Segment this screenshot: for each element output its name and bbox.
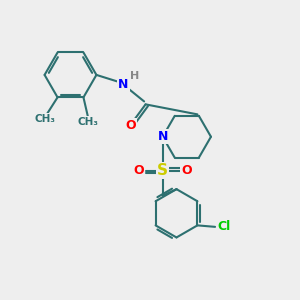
Text: O: O — [182, 164, 192, 177]
Text: CH₃: CH₃ — [35, 114, 56, 124]
Text: O: O — [125, 119, 136, 132]
Text: N: N — [118, 78, 129, 91]
Text: N: N — [158, 130, 168, 143]
Text: O: O — [133, 164, 144, 177]
Text: H: H — [130, 71, 139, 81]
Text: S: S — [157, 163, 168, 178]
Text: Cl: Cl — [217, 220, 230, 233]
Text: CH₃: CH₃ — [77, 116, 98, 127]
